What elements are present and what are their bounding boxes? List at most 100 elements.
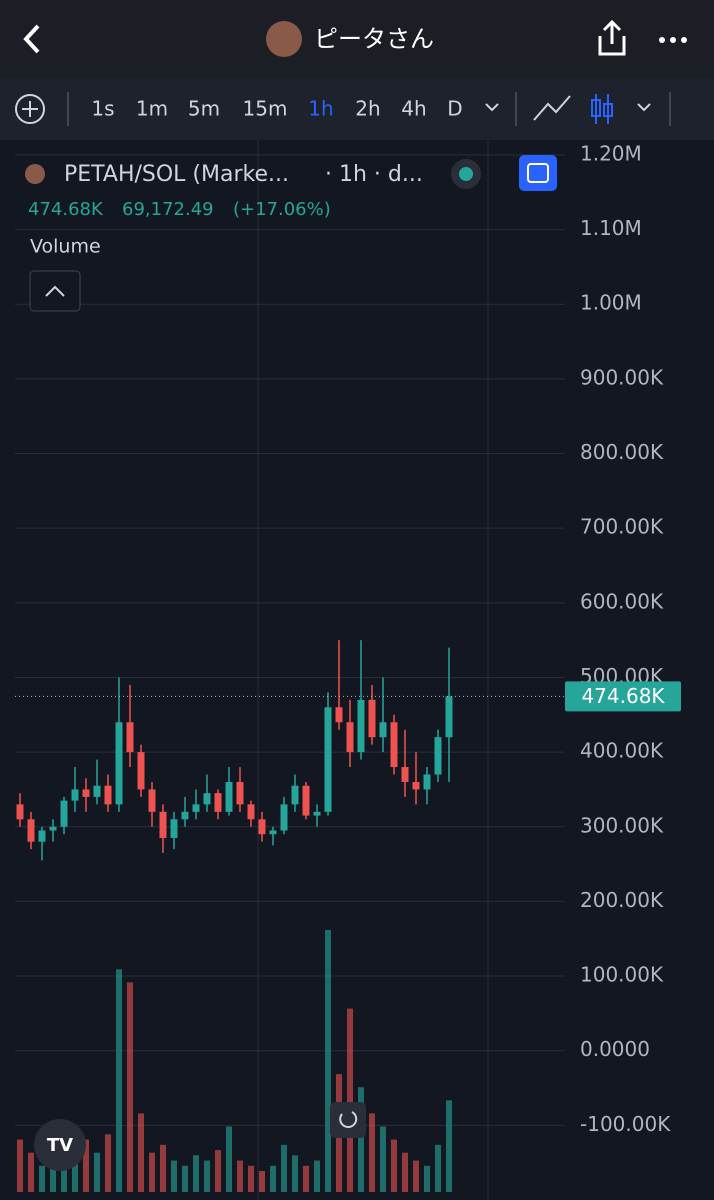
y-tick-label: 400.00K bbox=[580, 739, 664, 763]
interval-button[interactable]: 1h bbox=[308, 97, 333, 121]
candle-body bbox=[423, 774, 431, 790]
legend-change: 69,172.49 bbox=[122, 199, 214, 220]
add-button[interactable] bbox=[15, 94, 45, 124]
candle-body bbox=[137, 752, 145, 790]
y-tick-label: 1.20M bbox=[580, 141, 642, 165]
candle-body bbox=[115, 722, 123, 805]
candle-body bbox=[247, 804, 255, 820]
volume-bar bbox=[28, 1152, 34, 1192]
candle-body bbox=[236, 781, 244, 805]
y-tick-label: -100.00K bbox=[580, 1112, 671, 1136]
candle-body bbox=[258, 819, 266, 835]
volume-bar bbox=[446, 1100, 452, 1192]
header-title: ピータさん bbox=[314, 25, 434, 53]
candle-body bbox=[346, 722, 354, 753]
last-price-label: 474.68K bbox=[581, 684, 665, 708]
volume-bar bbox=[424, 1165, 430, 1192]
collapse-icon bbox=[45, 285, 65, 297]
candle-body bbox=[82, 789, 90, 797]
candle-body bbox=[104, 785, 112, 805]
candle-body bbox=[412, 781, 420, 790]
more-button[interactable] bbox=[659, 37, 687, 43]
y-tick-label: 1.10M bbox=[580, 216, 642, 240]
symbol-icon bbox=[25, 164, 45, 184]
candle-body bbox=[159, 811, 167, 838]
symbol-subtitle: · 1h · d... bbox=[325, 162, 423, 187]
share-button[interactable] bbox=[598, 19, 626, 56]
candle-body bbox=[71, 789, 79, 801]
y-tick-label: 900.00K bbox=[580, 365, 664, 389]
y-tick-label: 0.0000 bbox=[580, 1037, 650, 1061]
back-button[interactable] bbox=[23, 24, 40, 54]
candle-button[interactable] bbox=[591, 94, 613, 124]
logo bbox=[34, 1119, 86, 1171]
volume-bar bbox=[39, 1165, 45, 1192]
candle-body bbox=[60, 800, 68, 827]
interval-button[interactable]: 5m bbox=[188, 97, 220, 121]
interval-button[interactable]: 2h bbox=[355, 97, 380, 121]
candle-body bbox=[445, 696, 453, 738]
volume-bar bbox=[193, 1155, 199, 1192]
reset-icon bbox=[339, 1111, 358, 1129]
volume-bar bbox=[105, 1134, 111, 1192]
chart-type-dropdown[interactable] bbox=[637, 103, 651, 112]
fullscreen-button[interactable] bbox=[519, 155, 557, 191]
collapse-button[interactable] bbox=[29, 270, 81, 312]
candle-body bbox=[280, 804, 288, 831]
line-chart-button[interactable] bbox=[533, 95, 571, 121]
volume-bar bbox=[292, 1155, 298, 1192]
volume-bar bbox=[413, 1160, 419, 1192]
candle-body bbox=[27, 819, 35, 842]
candle-body bbox=[313, 811, 321, 816]
logo-mark: TV bbox=[47, 1135, 73, 1156]
volume-bar bbox=[50, 1160, 56, 1192]
interval-button[interactable]: 4h bbox=[401, 97, 426, 121]
candle-body bbox=[203, 793, 211, 805]
reset-button[interactable] bbox=[330, 1102, 366, 1138]
candle-body bbox=[324, 707, 332, 812]
fullscreen-icon bbox=[527, 163, 549, 183]
candle-body bbox=[335, 707, 343, 723]
interval-button[interactable]: 1m bbox=[136, 97, 168, 121]
candle-body bbox=[225, 781, 233, 812]
volume-bar bbox=[116, 969, 122, 1192]
volume-bar bbox=[303, 1165, 309, 1192]
volume-bar bbox=[160, 1144, 166, 1192]
volume-bar bbox=[358, 1087, 364, 1192]
y-tick-label: 700.00K bbox=[580, 515, 664, 539]
volume-bar bbox=[204, 1160, 210, 1192]
interval-dropdown[interactable] bbox=[485, 103, 499, 112]
candle-body bbox=[170, 819, 178, 838]
candle-body bbox=[49, 826, 57, 831]
volume-bar bbox=[281, 1144, 287, 1192]
symbol-title: PETAH/SOL (Marke... bbox=[64, 162, 289, 187]
volume-bar bbox=[391, 1139, 397, 1192]
volume-bar bbox=[270, 1165, 276, 1192]
volume-bar bbox=[171, 1160, 177, 1192]
interval-button[interactable]: D bbox=[447, 97, 462, 121]
y-tick-label: 100.00K bbox=[580, 963, 664, 987]
status-dot bbox=[459, 167, 473, 181]
candle-body bbox=[357, 699, 365, 753]
volume-bar bbox=[435, 1144, 441, 1192]
volume-bar bbox=[138, 1113, 144, 1192]
candle-body bbox=[93, 785, 101, 797]
volume-bar bbox=[94, 1152, 100, 1192]
interval-button[interactable]: 15m bbox=[243, 97, 288, 121]
candle-body bbox=[148, 789, 156, 812]
interval-button[interactable]: 1s bbox=[91, 97, 114, 121]
candle-body bbox=[401, 767, 409, 782]
volume-bar bbox=[248, 1165, 254, 1192]
volume-bar bbox=[127, 982, 133, 1192]
last-price-box bbox=[565, 681, 681, 712]
candle-body bbox=[192, 804, 200, 812]
legend-change-pct: (+17.06%) bbox=[233, 199, 331, 220]
volume-label: Volume bbox=[30, 236, 101, 258]
top-bar bbox=[0, 0, 714, 78]
volume-bar bbox=[380, 1126, 386, 1192]
candle-body bbox=[38, 830, 46, 842]
volume-bar bbox=[259, 1171, 265, 1192]
candle-body bbox=[16, 804, 24, 820]
volume-bar bbox=[325, 930, 331, 1192]
